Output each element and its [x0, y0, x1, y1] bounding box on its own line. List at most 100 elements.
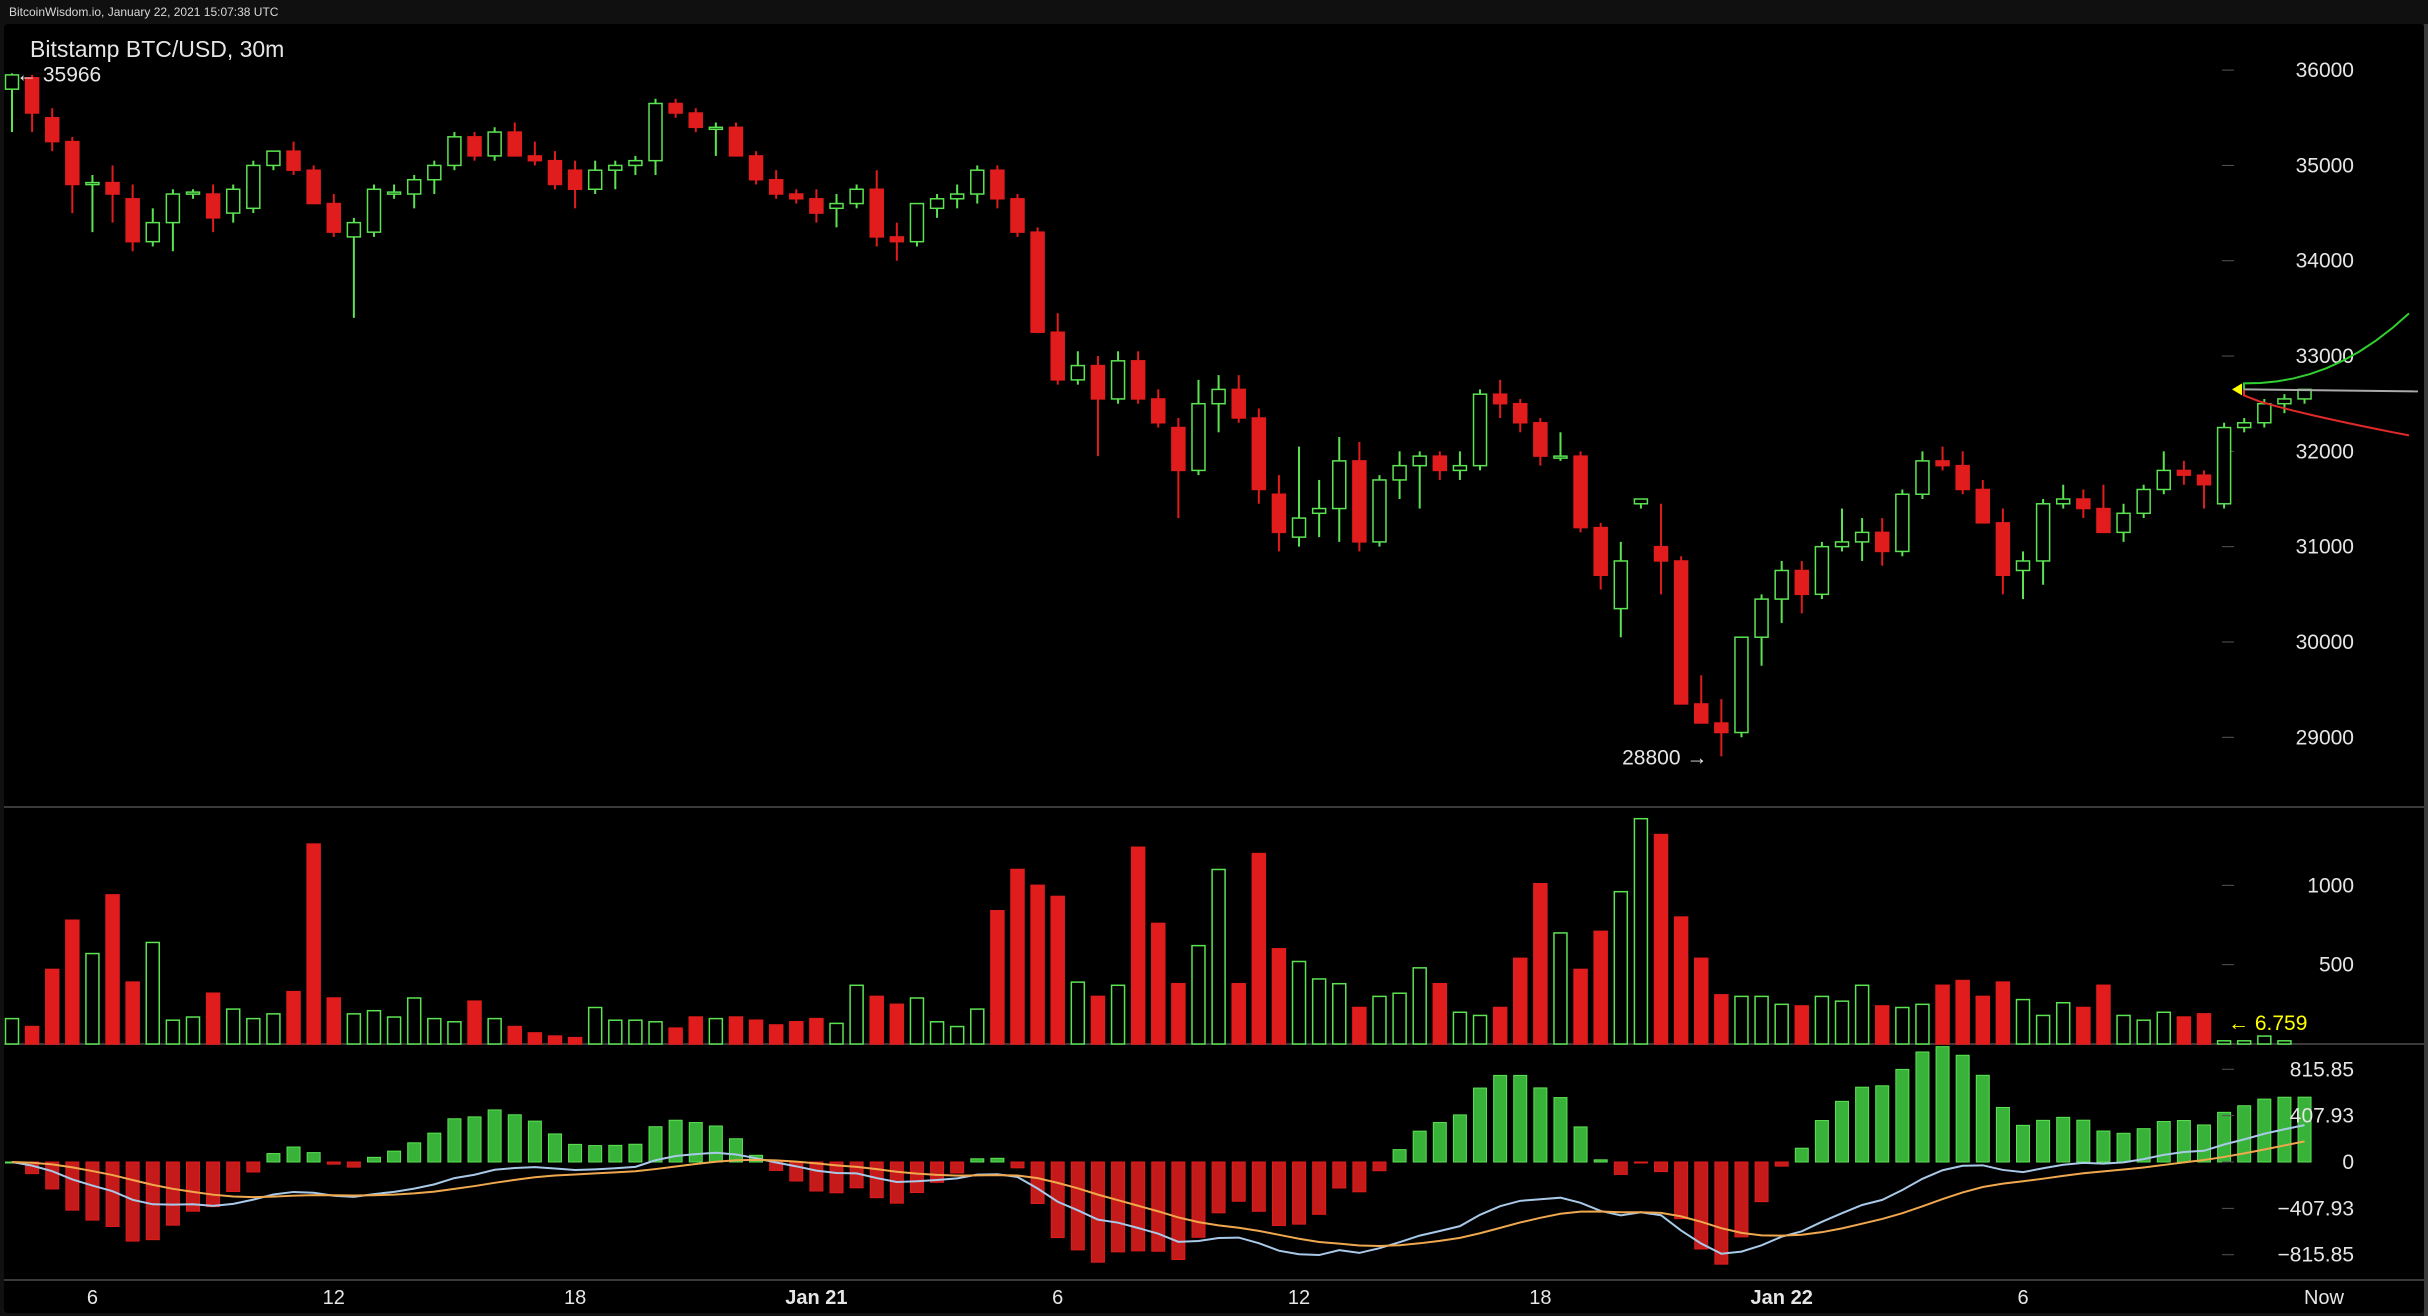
macd-histogram-bar: [1995, 1106, 2010, 1163]
volume-bar: [1372, 995, 1387, 1045]
volume-bar: [1171, 982, 1186, 1045]
time-tick-label: Jan 21: [785, 1287, 847, 1309]
volume-bar: [648, 1021, 663, 1045]
candle-body: [2076, 498, 2091, 510]
candle-body: [1774, 569, 1789, 600]
candle-body: [165, 193, 181, 224]
volume-bar: [65, 919, 80, 1045]
macd-histogram-bar: [1271, 1161, 1286, 1227]
price-tick-label: 33000: [2296, 345, 2354, 368]
macd-histogram-bar: [145, 1161, 160, 1241]
volume-bar: [1915, 1003, 1930, 1045]
macd-histogram-bar: [608, 1144, 623, 1163]
candle-body: [406, 178, 422, 195]
candle-body: [909, 202, 925, 243]
candle-body: [869, 188, 884, 238]
candle-body: [286, 150, 301, 171]
volume-bar: [668, 1027, 683, 1045]
depth-ask-line: [2243, 389, 2410, 437]
macd-histogram-bar: [306, 1152, 321, 1163]
macd-histogram-bar: [1654, 1161, 1669, 1173]
volume-bar: [1030, 884, 1045, 1045]
volume-bar: [1311, 978, 1327, 1045]
candle-body: [1492, 393, 1508, 405]
macd-histogram-bar: [1694, 1161, 1709, 1250]
candle-body: [1412, 455, 1427, 467]
volume-bar: [24, 1025, 40, 1045]
volume-bar: [2236, 1040, 2252, 1045]
candle-body: [1754, 598, 1769, 638]
macd-histogram-bar: [950, 1161, 965, 1174]
macd-histogram-bar: [1070, 1161, 1085, 1251]
volume-bar: [1935, 984, 1950, 1045]
candle-body: [688, 112, 703, 129]
volume-bar: [628, 1019, 643, 1045]
volume-bar: [1995, 981, 2011, 1045]
price-tick-label: 32000: [2296, 440, 2354, 463]
candle-body: [1291, 517, 1307, 538]
macd-histogram-bar: [366, 1156, 381, 1163]
macd-histogram-bar: [1855, 1086, 1870, 1163]
time-tick-label: 6: [1052, 1287, 1063, 1309]
candle-body: [507, 131, 522, 157]
candle-body: [1834, 541, 1850, 548]
candle-body: [1814, 545, 1830, 596]
macd-histogram-bar: [2076, 1119, 2091, 1163]
macd-histogram-bar: [1151, 1161, 1166, 1252]
high-annotation: ← 35966: [16, 63, 101, 86]
macd-histogram-bar: [1935, 1046, 1950, 1163]
price-tick-label: 34000: [2296, 250, 2354, 273]
volume-bar: [346, 1013, 362, 1045]
candle-body: [2116, 512, 2131, 534]
candle-body: [728, 126, 744, 157]
time-tick-label: 12: [1288, 1287, 1310, 1309]
volume-bar: [44, 968, 60, 1045]
candle-body: [1311, 507, 1327, 515]
price-tick-label: 35000: [2296, 154, 2354, 177]
macd-histogram-bar: [1312, 1161, 1327, 1215]
candle-body: [527, 155, 543, 162]
macd-histogram-bar: [2217, 1111, 2232, 1163]
candle-body: [2156, 469, 2172, 491]
candle-body: [628, 159, 643, 167]
macd-histogram-bar: [1835, 1100, 1850, 1163]
macd-histogram-bar: [346, 1161, 361, 1168]
volume-bar: [1432, 982, 1448, 1045]
macd-histogram-bar: [2257, 1098, 2272, 1163]
macd-histogram-bar: [547, 1133, 562, 1163]
macd-histogram-bar: [568, 1143, 583, 1163]
volume-bar: [1070, 981, 1086, 1045]
candle-body: [2236, 422, 2252, 429]
candle-body: [1472, 393, 1488, 467]
chart-panel[interactable]: 29000 30000 31000 32000 33000 34000 35000 36000…: [4, 24, 2424, 1313]
candle-body: [65, 140, 80, 186]
macd-tick-label: −815.85: [2278, 1244, 2355, 1267]
volume-bar: [2156, 1011, 2172, 1045]
macd-histogram-bar: [1533, 1087, 1548, 1163]
macd-histogram-bar: [427, 1132, 442, 1163]
macd-histogram-bar: [1754, 1161, 1769, 1203]
candle-body: [809, 198, 824, 214]
volume-bar: [2015, 998, 2031, 1045]
candle-body: [829, 202, 844, 210]
macd-histogram-bar: [65, 1161, 80, 1211]
candle-body: [1734, 636, 1749, 734]
macd-histogram-bar: [2156, 1121, 2171, 1163]
candle-body: [1955, 464, 1970, 491]
macd-histogram-bar: [1171, 1161, 1186, 1261]
candle-body: [1714, 722, 1729, 734]
volume-current-label: ← 6.759: [2228, 1012, 2307, 1035]
scrollbar[interactable]: [2424, 24, 2428, 1316]
chart-canvas[interactable]: 29000 30000 31000 32000 33000 34000 35000 36000…: [4, 24, 2424, 1313]
volume-bar: [1492, 1006, 1508, 1045]
volume-bar: [1814, 995, 1830, 1045]
volume-bar: [1472, 1014, 1488, 1045]
volume-bar: [246, 1017, 261, 1045]
macd-histogram-bar: [206, 1161, 221, 1208]
candle-body: [1693, 703, 1709, 724]
candle-body: [1513, 402, 1528, 424]
macd-histogram-bar: [1955, 1054, 1970, 1163]
volume-bar: [1553, 932, 1568, 1045]
volume-bar: [1874, 1005, 1890, 1045]
price-tick-label: 36000: [2296, 59, 2354, 82]
